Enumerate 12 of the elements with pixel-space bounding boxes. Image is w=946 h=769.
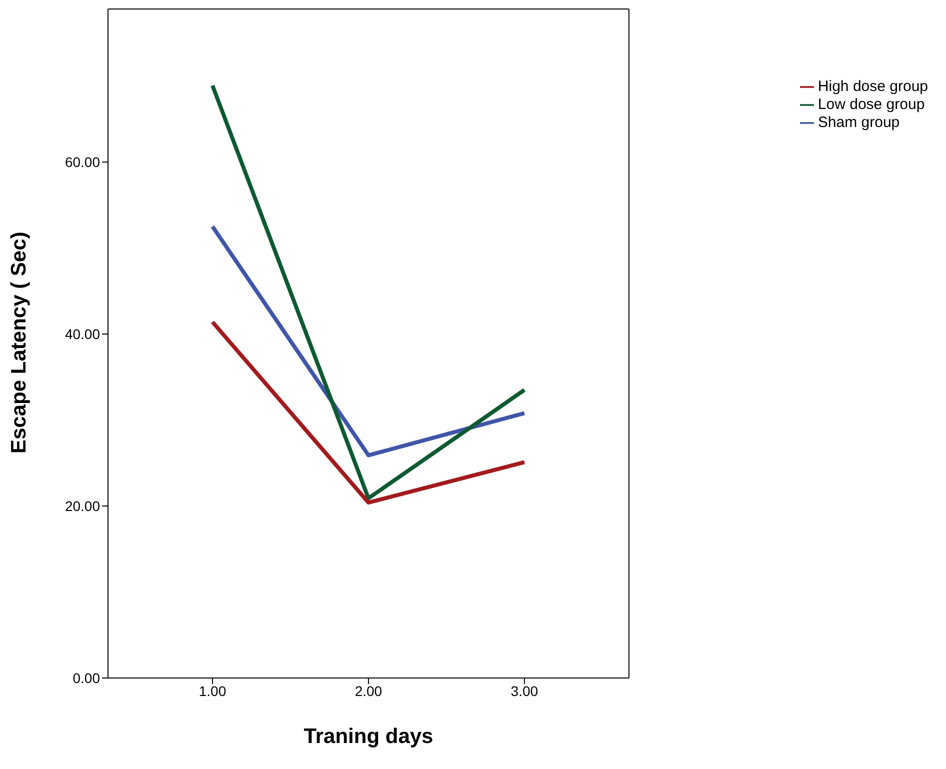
legend-label: Sham group bbox=[818, 114, 900, 131]
x-tick-label: 3.00 bbox=[510, 682, 538, 699]
x-tick-label: 1.00 bbox=[198, 682, 226, 699]
y-axis-title: Escape Latency ( Sec) bbox=[7, 232, 30, 454]
y-tick-label: 40.00 bbox=[64, 326, 100, 342]
y-tick-label: 0.00 bbox=[72, 670, 100, 686]
y-tick-label: 20.00 bbox=[64, 498, 100, 514]
legend-label: High dose group bbox=[818, 78, 928, 95]
x-axis-title: Traning days bbox=[304, 725, 434, 748]
x-tick-label: 2.00 bbox=[354, 682, 382, 699]
y-tick-label: 60.00 bbox=[64, 154, 100, 170]
legend-label: Low dose group bbox=[818, 96, 925, 113]
